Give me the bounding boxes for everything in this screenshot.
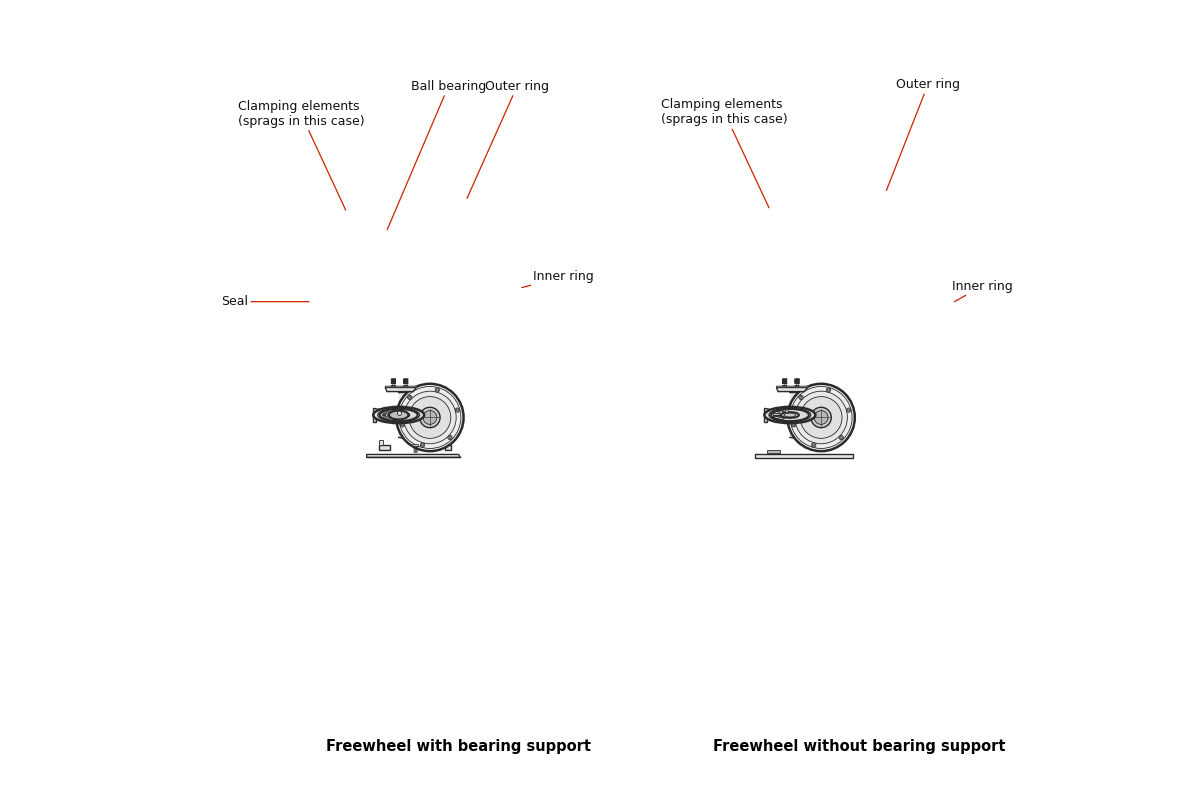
Circle shape xyxy=(420,443,425,447)
Polygon shape xyxy=(776,388,808,392)
Polygon shape xyxy=(372,408,379,422)
Circle shape xyxy=(396,384,463,452)
Polygon shape xyxy=(388,418,392,419)
Text: Seal: Seal xyxy=(221,296,308,308)
Polygon shape xyxy=(413,444,419,447)
Polygon shape xyxy=(776,386,809,388)
Text: Clamping elements
(sprags in this case): Clamping elements (sprags in this case) xyxy=(661,98,787,208)
Circle shape xyxy=(392,411,396,414)
Circle shape xyxy=(409,396,451,438)
Polygon shape xyxy=(385,411,389,413)
Polygon shape xyxy=(388,411,392,412)
Text: Outer ring: Outer ring xyxy=(887,79,960,191)
Circle shape xyxy=(790,386,852,448)
Circle shape xyxy=(794,391,847,444)
Circle shape xyxy=(390,411,394,415)
Circle shape xyxy=(786,410,788,413)
Circle shape xyxy=(409,396,410,399)
Polygon shape xyxy=(379,440,383,444)
Ellipse shape xyxy=(764,407,815,423)
Polygon shape xyxy=(396,410,398,411)
Text: Inner ring: Inner ring xyxy=(522,270,594,288)
Polygon shape xyxy=(367,455,461,457)
Polygon shape xyxy=(398,392,430,443)
Circle shape xyxy=(403,391,456,444)
Polygon shape xyxy=(790,392,821,443)
Circle shape xyxy=(847,409,850,411)
Circle shape xyxy=(811,407,832,428)
Circle shape xyxy=(815,411,828,425)
Circle shape xyxy=(787,384,854,452)
Circle shape xyxy=(398,411,402,414)
Circle shape xyxy=(436,388,438,391)
Circle shape xyxy=(799,396,803,400)
Circle shape xyxy=(455,408,460,412)
Circle shape xyxy=(827,388,830,392)
Polygon shape xyxy=(755,455,853,458)
Circle shape xyxy=(812,444,815,446)
Circle shape xyxy=(408,396,412,400)
Circle shape xyxy=(403,411,408,415)
Text: Freewheel without bearing support: Freewheel without bearing support xyxy=(714,738,1006,753)
Circle shape xyxy=(401,422,404,427)
Ellipse shape xyxy=(388,411,409,418)
Polygon shape xyxy=(383,416,388,418)
Polygon shape xyxy=(385,386,418,388)
Polygon shape xyxy=(400,419,403,420)
Circle shape xyxy=(422,411,437,425)
Polygon shape xyxy=(392,418,395,420)
Circle shape xyxy=(420,407,440,428)
Circle shape xyxy=(840,437,842,439)
Polygon shape xyxy=(392,410,395,411)
Polygon shape xyxy=(445,440,451,444)
Circle shape xyxy=(436,388,439,392)
Circle shape xyxy=(401,411,406,414)
Polygon shape xyxy=(763,408,770,422)
Circle shape xyxy=(839,436,844,440)
Circle shape xyxy=(827,388,829,391)
Polygon shape xyxy=(385,388,416,392)
Polygon shape xyxy=(379,444,390,449)
Polygon shape xyxy=(767,450,780,453)
Circle shape xyxy=(395,411,400,414)
Text: Outer ring: Outer ring xyxy=(467,80,548,199)
Ellipse shape xyxy=(772,409,809,421)
Circle shape xyxy=(846,408,851,412)
Circle shape xyxy=(397,411,402,415)
Ellipse shape xyxy=(389,411,408,419)
Circle shape xyxy=(800,396,802,399)
Ellipse shape xyxy=(379,409,418,421)
Polygon shape xyxy=(391,385,396,386)
Text: Freewheel with bearing support: Freewheel with bearing support xyxy=(326,738,592,753)
Polygon shape xyxy=(403,385,408,386)
Circle shape xyxy=(792,422,796,427)
Circle shape xyxy=(449,437,451,439)
Ellipse shape xyxy=(781,412,799,418)
Ellipse shape xyxy=(784,413,796,417)
Text: Ball bearing: Ball bearing xyxy=(388,80,486,229)
Circle shape xyxy=(811,443,816,447)
Polygon shape xyxy=(396,419,398,420)
Circle shape xyxy=(448,436,452,440)
Polygon shape xyxy=(445,444,451,449)
Circle shape xyxy=(456,409,458,411)
Polygon shape xyxy=(383,413,388,414)
Circle shape xyxy=(401,424,403,426)
Circle shape xyxy=(780,411,782,414)
Text: Inner ring: Inner ring xyxy=(952,280,1013,302)
Text: Clamping elements
(sprags in this case): Clamping elements (sprags in this case) xyxy=(238,100,365,210)
Circle shape xyxy=(792,424,794,426)
Ellipse shape xyxy=(391,413,407,418)
Polygon shape xyxy=(782,385,787,386)
Ellipse shape xyxy=(373,407,424,423)
Circle shape xyxy=(388,412,392,416)
Circle shape xyxy=(421,444,424,446)
Circle shape xyxy=(398,386,461,448)
Polygon shape xyxy=(794,385,799,386)
Circle shape xyxy=(800,396,842,438)
